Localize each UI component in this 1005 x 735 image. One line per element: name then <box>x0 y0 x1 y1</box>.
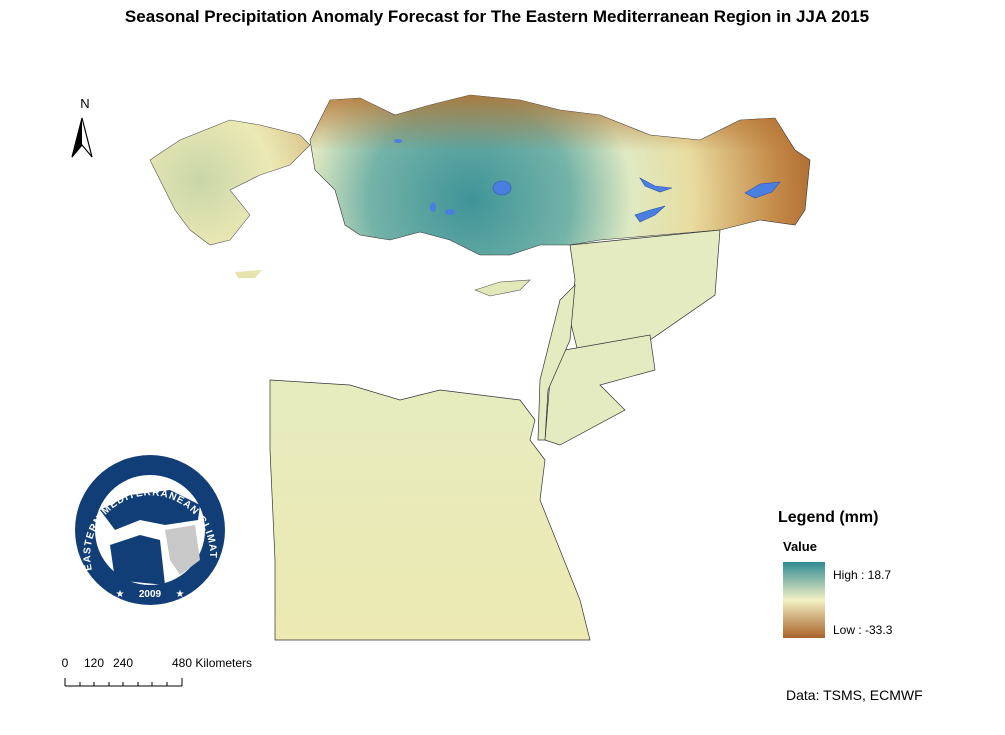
lake <box>445 209 455 215</box>
crete <box>235 270 262 278</box>
logo: EASTERN MEDITERRANEAN CLIMATE CENTRE 200… <box>0 0 228 608</box>
map-title: Seasonal Precipitation Anomaly Forecast … <box>125 7 869 26</box>
legend-ramp <box>783 562 825 638</box>
north-label: N <box>80 96 89 111</box>
logo-land <box>100 490 200 530</box>
legend-title: Legend (mm) <box>778 509 878 526</box>
lake <box>639 177 673 193</box>
lake <box>430 202 436 212</box>
credit: Data: TSMS, ECMWF <box>786 687 923 703</box>
egypt <box>269 379 591 641</box>
legend-field: Value <box>783 539 817 554</box>
lake <box>492 180 512 196</box>
logo-star: ★ <box>176 589 185 600</box>
logo-land <box>110 535 165 585</box>
lake <box>394 139 402 143</box>
scale-bar <box>64 678 183 687</box>
levant <box>544 334 656 446</box>
legend-high: High : 18.7 <box>833 568 891 582</box>
scale-label: 480 Kilometers <box>172 656 252 670</box>
logo-land <box>165 525 200 575</box>
lake <box>744 181 781 199</box>
logo-star: ★ <box>116 589 125 600</box>
north-arrow-fill <box>72 118 82 157</box>
turkey-shade <box>310 95 810 255</box>
scale-label: 0 <box>62 656 69 670</box>
greece <box>149 119 311 246</box>
logo-year: 2009 <box>139 589 162 600</box>
cyprus <box>474 279 531 297</box>
scale-label: 120 <box>84 656 104 670</box>
lake <box>634 205 666 223</box>
coast <box>537 284 576 441</box>
legend-low: Low : -33.3 <box>833 623 893 637</box>
scale-label: 240 <box>113 656 133 670</box>
